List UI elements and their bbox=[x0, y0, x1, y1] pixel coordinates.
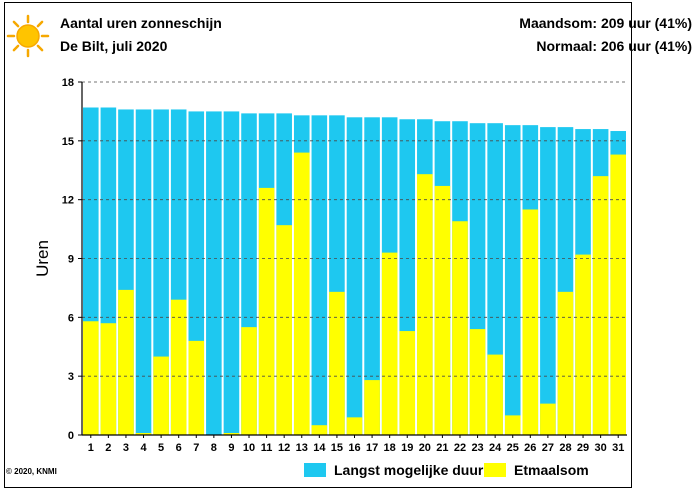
copyright-notice: © 2020, KNMI bbox=[6, 467, 57, 476]
month-sum-stat: Maandsom: 209 uur (41%) bbox=[519, 15, 692, 31]
x-tick-label-22: 22 bbox=[454, 442, 466, 454]
x-tick-label-23: 23 bbox=[471, 442, 483, 454]
x-tick-label-3: 3 bbox=[123, 442, 129, 454]
bar-possible-5 bbox=[153, 109, 169, 435]
bar-actual-9 bbox=[223, 433, 240, 435]
bar-actual-14 bbox=[311, 425, 328, 435]
x-tick-label-28: 28 bbox=[559, 442, 571, 454]
bar-possible-16 bbox=[346, 117, 363, 436]
x-tick-label-27: 27 bbox=[542, 442, 554, 454]
x-tick-label-31: 31 bbox=[612, 442, 624, 454]
bar-actual-26 bbox=[522, 209, 539, 435]
legend-swatch-actual bbox=[484, 463, 506, 477]
legend-label-possible: Langst mogelijke duur bbox=[334, 462, 484, 478]
x-tick-label-26: 26 bbox=[524, 442, 536, 454]
bar-actual-24 bbox=[487, 354, 503, 435]
x-tick-label-9: 9 bbox=[228, 442, 234, 454]
x-tick-label-13: 13 bbox=[296, 442, 308, 454]
bar-actual-11 bbox=[258, 187, 275, 435]
legend-swatch-possible bbox=[304, 463, 326, 477]
y-tick-label-12: 12 bbox=[62, 195, 74, 207]
bar-actual-7 bbox=[188, 340, 205, 435]
x-tick-label-8: 8 bbox=[211, 442, 217, 454]
bar-actual-20 bbox=[417, 174, 433, 435]
bar-possible-8 bbox=[206, 111, 222, 436]
y-tick-label-15: 15 bbox=[62, 136, 74, 148]
x-tick-label-21: 21 bbox=[436, 442, 448, 454]
bar-actual-18 bbox=[381, 252, 398, 435]
sun-icon bbox=[6, 14, 50, 58]
x-tick-label-7: 7 bbox=[193, 442, 199, 454]
bar-actual-25 bbox=[504, 415, 521, 435]
y-tick-label-6: 6 bbox=[68, 312, 74, 324]
bar-possible-4 bbox=[135, 109, 152, 435]
legend-entry-possible: Langst mogelijke duur bbox=[304, 461, 483, 479]
x-tick-label-24: 24 bbox=[489, 442, 502, 454]
bar-actual-12 bbox=[276, 225, 292, 435]
x-tick-label-2: 2 bbox=[105, 442, 111, 454]
bar-actual-21 bbox=[434, 185, 451, 435]
bar-actual-23 bbox=[469, 329, 486, 435]
bar-actual-29 bbox=[575, 254, 591, 435]
x-tick-label-19: 19 bbox=[401, 442, 413, 454]
x-tick-label-11: 11 bbox=[261, 442, 273, 454]
x-tick-label-17: 17 bbox=[366, 442, 378, 454]
x-tick-label-20: 20 bbox=[419, 442, 431, 454]
x-tick-label-25: 25 bbox=[507, 442, 519, 454]
bar-actual-17 bbox=[364, 380, 380, 435]
bar-possible-14 bbox=[311, 115, 328, 435]
bar-actual-2 bbox=[100, 323, 117, 435]
legend-entry-actual: Etmaalsom bbox=[484, 461, 589, 479]
x-tick-label-15: 15 bbox=[331, 442, 343, 454]
chart-subtitle: De Bilt, juli 2020 bbox=[60, 38, 168, 54]
x-tick-label-4: 4 bbox=[140, 442, 147, 454]
x-tick-label-6: 6 bbox=[176, 442, 182, 454]
x-tick-label-14: 14 bbox=[313, 442, 326, 454]
bar-actual-27 bbox=[540, 403, 556, 435]
bar-actual-13 bbox=[293, 152, 310, 435]
bar-possible-25 bbox=[504, 125, 521, 436]
bar-actual-31 bbox=[610, 154, 626, 436]
x-tick-label-10: 10 bbox=[243, 442, 255, 454]
legend-label-actual: Etmaalsom bbox=[514, 462, 589, 478]
bar-actual-3 bbox=[118, 289, 134, 435]
chart-title: Aantal uren zonneschijn bbox=[60, 15, 222, 31]
bar-possible-27 bbox=[540, 127, 556, 435]
bar-actual-28 bbox=[557, 291, 574, 435]
y-tick-label-3: 3 bbox=[68, 371, 74, 383]
bar-actual-15 bbox=[329, 291, 345, 435]
bar-actual-10 bbox=[241, 327, 257, 435]
x-tick-label-16: 16 bbox=[348, 442, 360, 454]
x-tick-label-5: 5 bbox=[158, 442, 164, 454]
x-tick-label-1: 1 bbox=[88, 442, 94, 454]
bar-actual-1 bbox=[83, 321, 99, 435]
bar-possible-9 bbox=[223, 111, 240, 436]
x-tick-label-30: 30 bbox=[595, 442, 607, 454]
bar-actual-19 bbox=[399, 331, 416, 435]
bar-actual-30 bbox=[592, 176, 609, 435]
x-tick-label-29: 29 bbox=[577, 442, 589, 454]
bar-actual-5 bbox=[153, 356, 169, 435]
y-tick-label-0: 0 bbox=[68, 430, 74, 442]
bar-actual-6 bbox=[170, 299, 187, 435]
y-tick-label-18: 18 bbox=[62, 77, 74, 89]
y-tick-label-9: 9 bbox=[68, 254, 74, 266]
bar-actual-22 bbox=[452, 221, 468, 435]
bar-actual-4 bbox=[135, 433, 152, 435]
x-tick-label-12: 12 bbox=[278, 442, 290, 454]
bar-actual-16 bbox=[346, 417, 363, 435]
x-tick-label-18: 18 bbox=[384, 442, 396, 454]
bar-possible-17 bbox=[364, 117, 380, 436]
y-axis-label: Uren bbox=[33, 240, 52, 277]
normal-stat: Normaal: 206 uur (41%) bbox=[536, 38, 692, 54]
